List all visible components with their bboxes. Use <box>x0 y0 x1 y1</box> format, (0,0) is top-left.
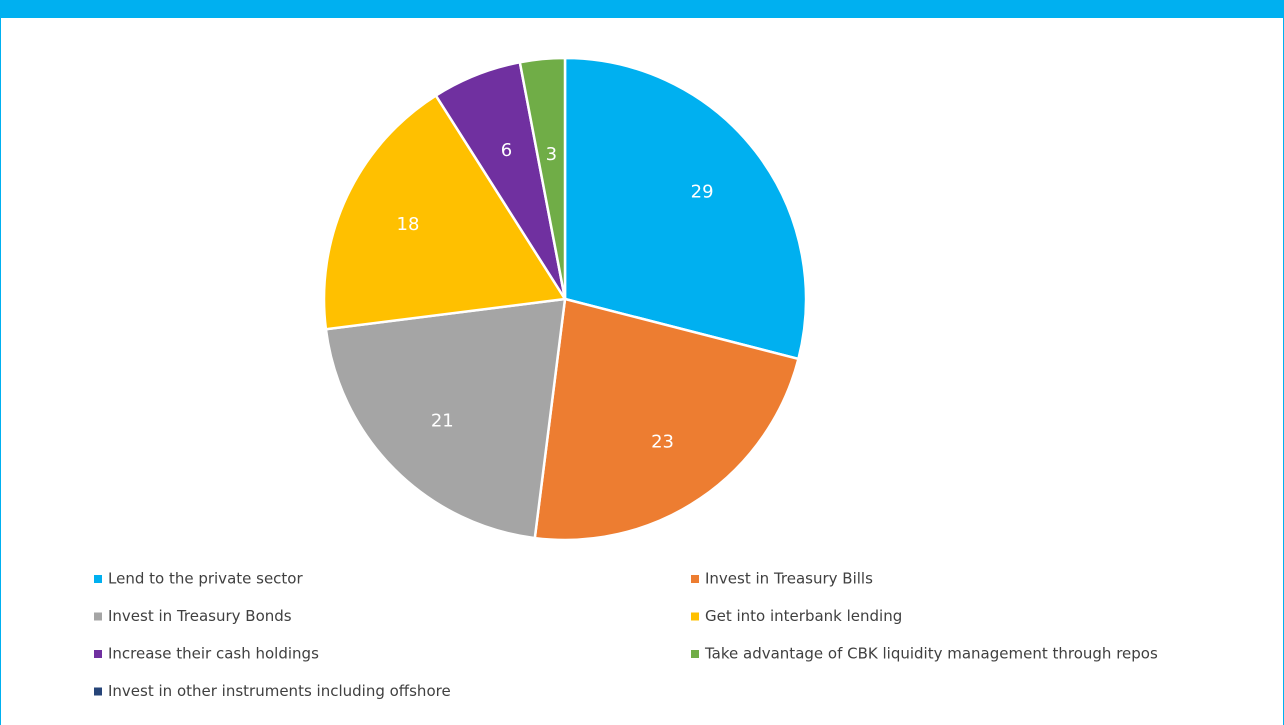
pie-slice <box>324 297 567 540</box>
pie-slice <box>322 93 568 331</box>
legend-label: Invest in Treasury Bonds <box>108 607 292 625</box>
legend-marker <box>94 575 102 583</box>
pie-slice <box>518 56 567 300</box>
legend-label: Lend to the private sector <box>108 570 303 588</box>
legend-marker <box>691 575 699 583</box>
pie-slice <box>563 56 808 361</box>
data-label: 3 <box>546 144 557 165</box>
legend-marker <box>94 612 102 621</box>
data-label: 23 <box>651 432 674 453</box>
legend-label: Take advantage of CBK liquidity manageme… <box>704 645 1158 663</box>
top-bar <box>0 0 1284 18</box>
legend-marker <box>691 650 699 658</box>
legend-label: Increase their cash holdings <box>108 645 319 663</box>
data-label: 29 <box>691 182 714 203</box>
pie-slice <box>533 297 800 542</box>
legend-label: Get into interbank lending <box>705 607 902 625</box>
legend-marker <box>94 650 102 658</box>
data-label: 6 <box>501 140 512 161</box>
data-label: 18 <box>397 214 420 235</box>
legend-marker <box>691 612 699 621</box>
legend-label: Invest in Treasury Bills <box>705 570 873 588</box>
legend-marker <box>94 687 102 696</box>
legend-label: Invest in other instruments including of… <box>108 682 451 700</box>
data-label: 21 <box>431 411 454 432</box>
